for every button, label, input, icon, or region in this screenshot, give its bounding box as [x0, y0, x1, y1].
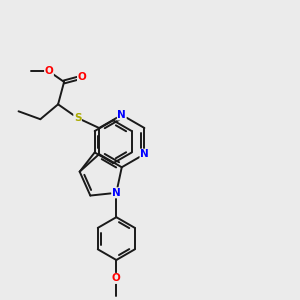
- Text: S: S: [74, 113, 81, 123]
- Text: O: O: [112, 273, 121, 284]
- Text: N: N: [112, 188, 121, 198]
- Text: N: N: [117, 110, 126, 120]
- Text: N: N: [140, 149, 149, 159]
- Text: O: O: [45, 66, 53, 76]
- Text: O: O: [77, 72, 86, 82]
